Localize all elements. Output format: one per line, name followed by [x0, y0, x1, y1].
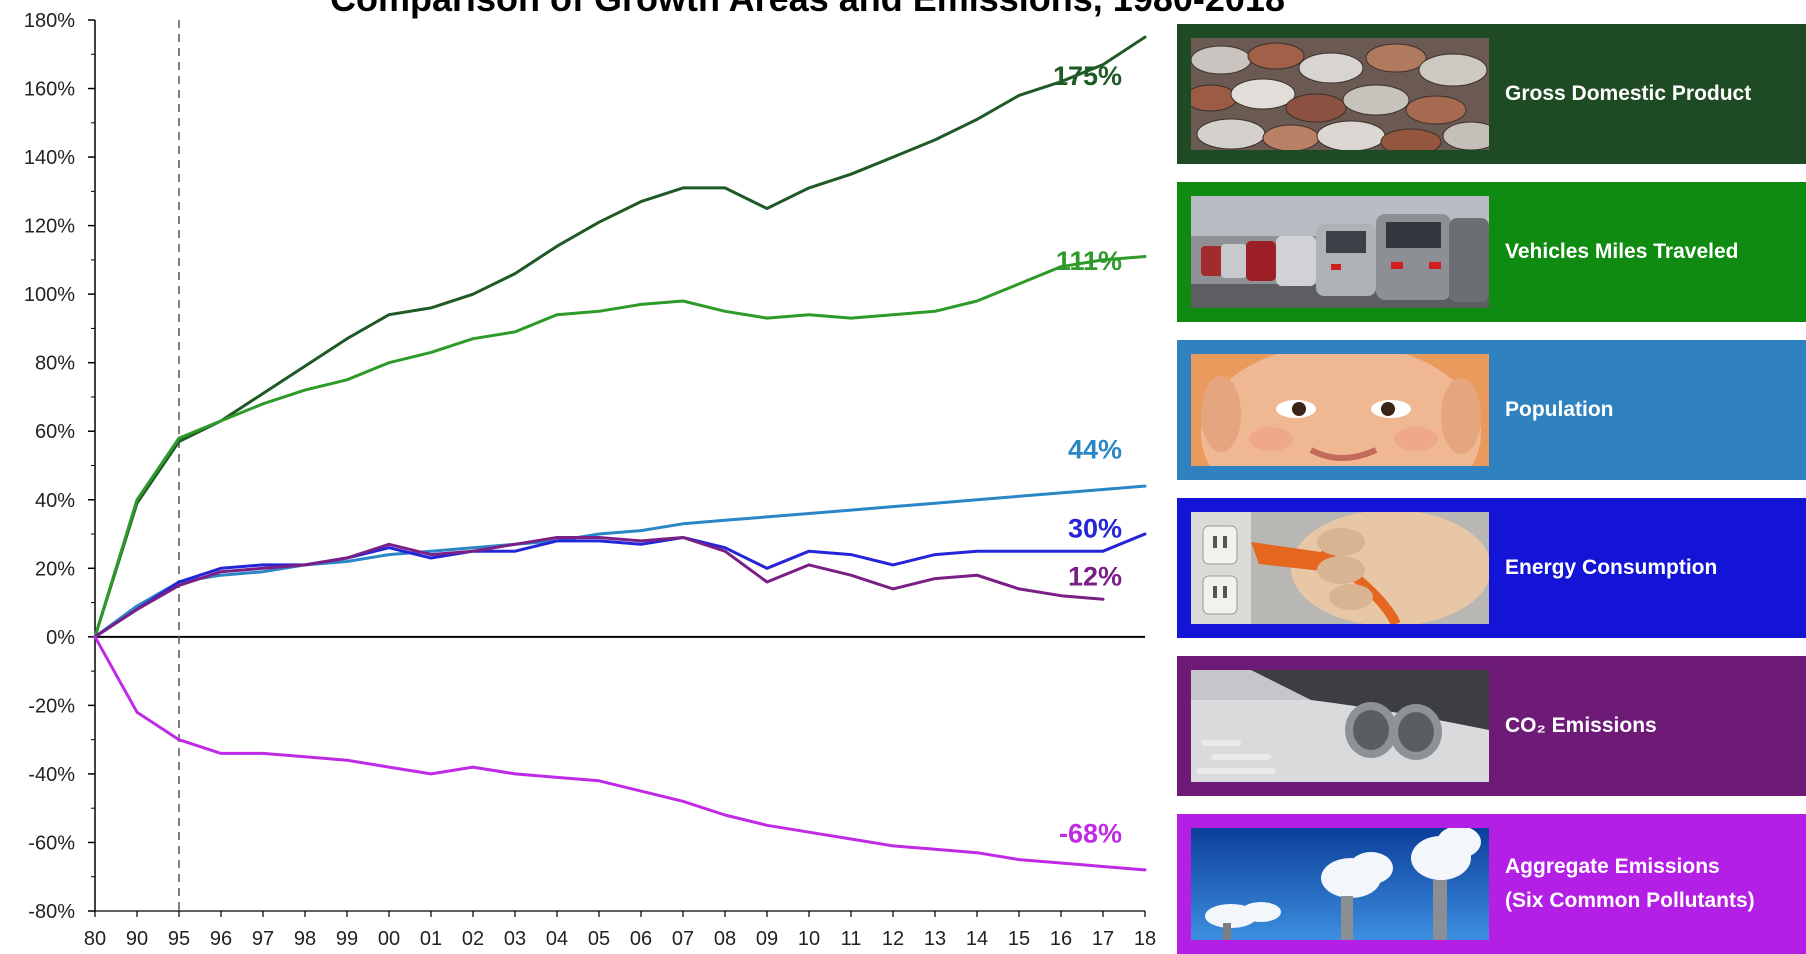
y-tick-label: 100%: [24, 284, 75, 306]
panel-label: Energy Consumption: [1505, 556, 1718, 579]
panel-energy: Energy Consumption: [1177, 498, 1806, 638]
x-tick-label: 15: [1008, 928, 1030, 950]
x-tick-label: 16: [1050, 928, 1072, 950]
x-tick-label: 10: [798, 928, 820, 950]
x-tick-label: 18: [1134, 928, 1156, 950]
panel-co2: CO₂ Emissions: [1177, 656, 1806, 796]
x-tick-label: 14: [966, 928, 988, 950]
series-line-5: [93, 536, 1105, 639]
x-tick-label: 09: [756, 928, 778, 950]
series-line-4: [93, 532, 1147, 639]
y-tick-label: -60%: [28, 832, 75, 854]
panel-gdp: Gross Domestic Product: [1177, 24, 1806, 164]
y-tick-label: 180%: [24, 10, 75, 32]
panel-population: Population: [1177, 340, 1806, 480]
x-tick-label: 08: [714, 928, 736, 950]
x-tick-label: 06: [630, 928, 652, 950]
x-tick-label: 96: [210, 928, 232, 950]
x-tick-label: 80: [84, 928, 106, 950]
exhaust-photo-icon: [1191, 670, 1489, 782]
traffic-photo-icon: [1191, 196, 1489, 308]
x-tick-label: 13: [924, 928, 946, 950]
series-end-label: -68%: [1059, 818, 1122, 848]
smokestacks-photo-icon: [1191, 828, 1489, 940]
baby-photo-icon: [1191, 354, 1489, 466]
y-tick-label: 60%: [35, 421, 75, 443]
y-tick-label: 80%: [35, 353, 75, 375]
x-tick-label: 01: [420, 928, 442, 950]
series-line-3: [93, 484, 1147, 639]
series-line-2: [93, 255, 1147, 639]
panel-label: Aggregate Emissions (Six Common Pollutan…: [1505, 855, 1755, 912]
x-tick-label: 95: [168, 928, 190, 950]
series-end-label: 12%: [1068, 561, 1122, 591]
x-tick-label: 98: [294, 928, 316, 950]
panel-vmt: Vehicles Miles Traveled: [1177, 182, 1806, 322]
x-tick-label: 07: [672, 928, 694, 950]
plug-photo-icon: [1191, 512, 1489, 624]
x-tick-label: 99: [336, 928, 358, 950]
series-line-1: [93, 35, 1147, 639]
series-end-label: 30%: [1068, 513, 1122, 543]
x-tick-label: 05: [588, 928, 610, 950]
series-end-label: 44%: [1068, 435, 1122, 465]
x-tick-label: 12: [882, 928, 904, 950]
x-tick-label: 02: [462, 928, 484, 950]
x-tick-label: 00: [378, 928, 400, 950]
y-tick-label: 160%: [24, 79, 75, 101]
y-tick-label: 140%: [24, 147, 75, 169]
y-tick-label: 120%: [24, 216, 75, 238]
line-chart: -80% -60% -40% -20% 0% 20% 40% 60% 80% 100% 120% 14…: [24, 10, 1156, 950]
x-tick-label: 11: [841, 928, 862, 950]
series-end-label: 111%: [1056, 246, 1122, 276]
coins-photo-icon: [1191, 38, 1489, 150]
y-tick-label: 0%: [46, 627, 75, 649]
panel-label: CO₂ Emissions: [1505, 714, 1657, 737]
panel-label: Vehicles Miles Traveled: [1505, 240, 1739, 263]
panel-label: Population: [1505, 398, 1614, 421]
y-tick-label: 40%: [35, 490, 75, 512]
series-line-6: [93, 635, 1147, 872]
x-tick-label: 04: [546, 928, 568, 950]
y-tick-label: -80%: [28, 901, 75, 923]
x-tick-label: 17: [1092, 928, 1114, 950]
x-tick-label: 97: [252, 928, 274, 950]
y-tick-label: 20%: [35, 558, 75, 580]
panel-label: Gross Domestic Product: [1505, 82, 1752, 105]
panel-aggregate: Aggregate Emissions (Six Common Pollutan…: [1177, 814, 1806, 954]
y-tick-label: -40%: [28, 764, 75, 786]
chart-title: Comparison of Growth Areas and Emissions…: [330, 0, 1285, 20]
series-end-label: 175%: [1053, 61, 1122, 91]
y-tick-label: -20%: [28, 695, 75, 717]
x-tick-label: 03: [504, 928, 526, 950]
x-tick-label: 90: [126, 928, 148, 950]
